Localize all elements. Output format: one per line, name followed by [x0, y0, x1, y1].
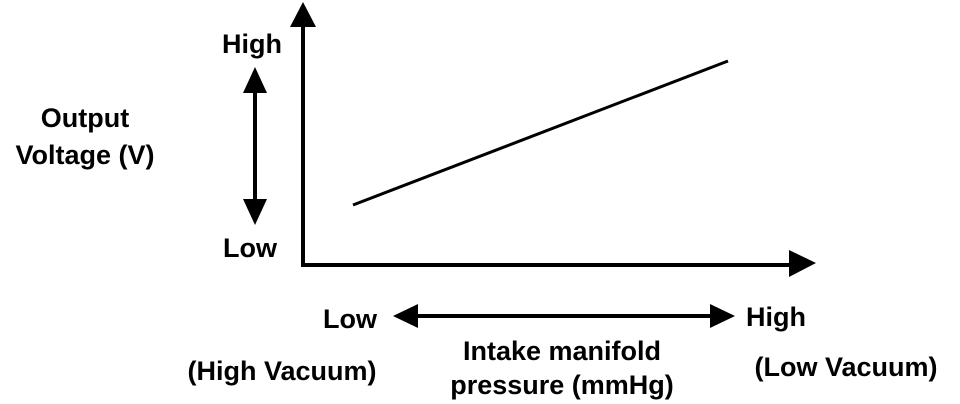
x-high-label: High [746, 302, 806, 332]
y-low-label: Low [223, 233, 278, 263]
series-layer [352, 59, 729, 207]
y-range-arrowhead-up [243, 67, 267, 93]
x-high-note: (Low Vacuum) [754, 352, 937, 382]
x-range-arrowhead-left [393, 304, 418, 328]
y-range-arrowhead-down [243, 199, 267, 225]
x-range-arrowhead-right [710, 304, 735, 328]
y-high-label: High [222, 29, 282, 59]
y-axis-title-line-1: Output [41, 103, 129, 133]
y-axis-arrowhead [290, 2, 316, 27]
x-low-label: Low [323, 304, 378, 334]
series-line-0 [352, 59, 729, 207]
x-low-note: (High Vacuum) [187, 356, 376, 386]
y-axis-title-line-2: Voltage (V) [15, 140, 154, 170]
x-axis-title-line-2: pressure (mmHg) [450, 370, 674, 400]
x-axis-arrowhead [789, 250, 816, 277]
x-axis-title-line-1: Intake manifold [463, 336, 661, 366]
